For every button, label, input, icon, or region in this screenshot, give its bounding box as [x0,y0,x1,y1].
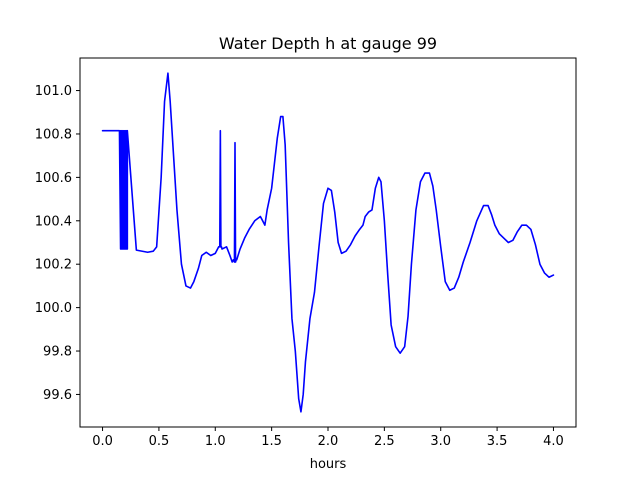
x-tick-label: 3.5 [487,434,508,449]
x-tick-label: 1.5 [261,434,282,449]
y-tick-label: 100.4 [35,214,72,229]
x-tick-label: 4.0 [543,434,564,449]
x-tick-label: 0.5 [149,434,170,449]
y-tick-label: 101.0 [35,84,72,99]
y-tick-label: 100.2 [35,258,72,273]
y-tick-label: 100.6 [35,171,72,186]
y-tick-label: 99.6 [43,388,72,403]
y-tick-label: 100.0 [35,301,72,316]
x-tick-label: 1.0 [205,434,226,449]
x-tick-label: 0.0 [92,434,113,449]
x-tick-label: 2.5 [374,434,395,449]
x-tick-label: 3.0 [430,434,451,449]
series-line-0 [101,72,555,413]
x-axis-label: hours [310,457,347,472]
y-tick-label: 100.8 [35,127,72,142]
y-tick-label: 99.8 [43,345,72,360]
plot-area: 0.0 0.5 1.0 1.5 2.0 2.5 3.0 3.5 4.0 99.6 99.8 100.0… [35,57,577,449]
x-tick-label: 2.0 [318,434,339,449]
chart-title: Water Depth h at gauge 99 [219,34,437,53]
